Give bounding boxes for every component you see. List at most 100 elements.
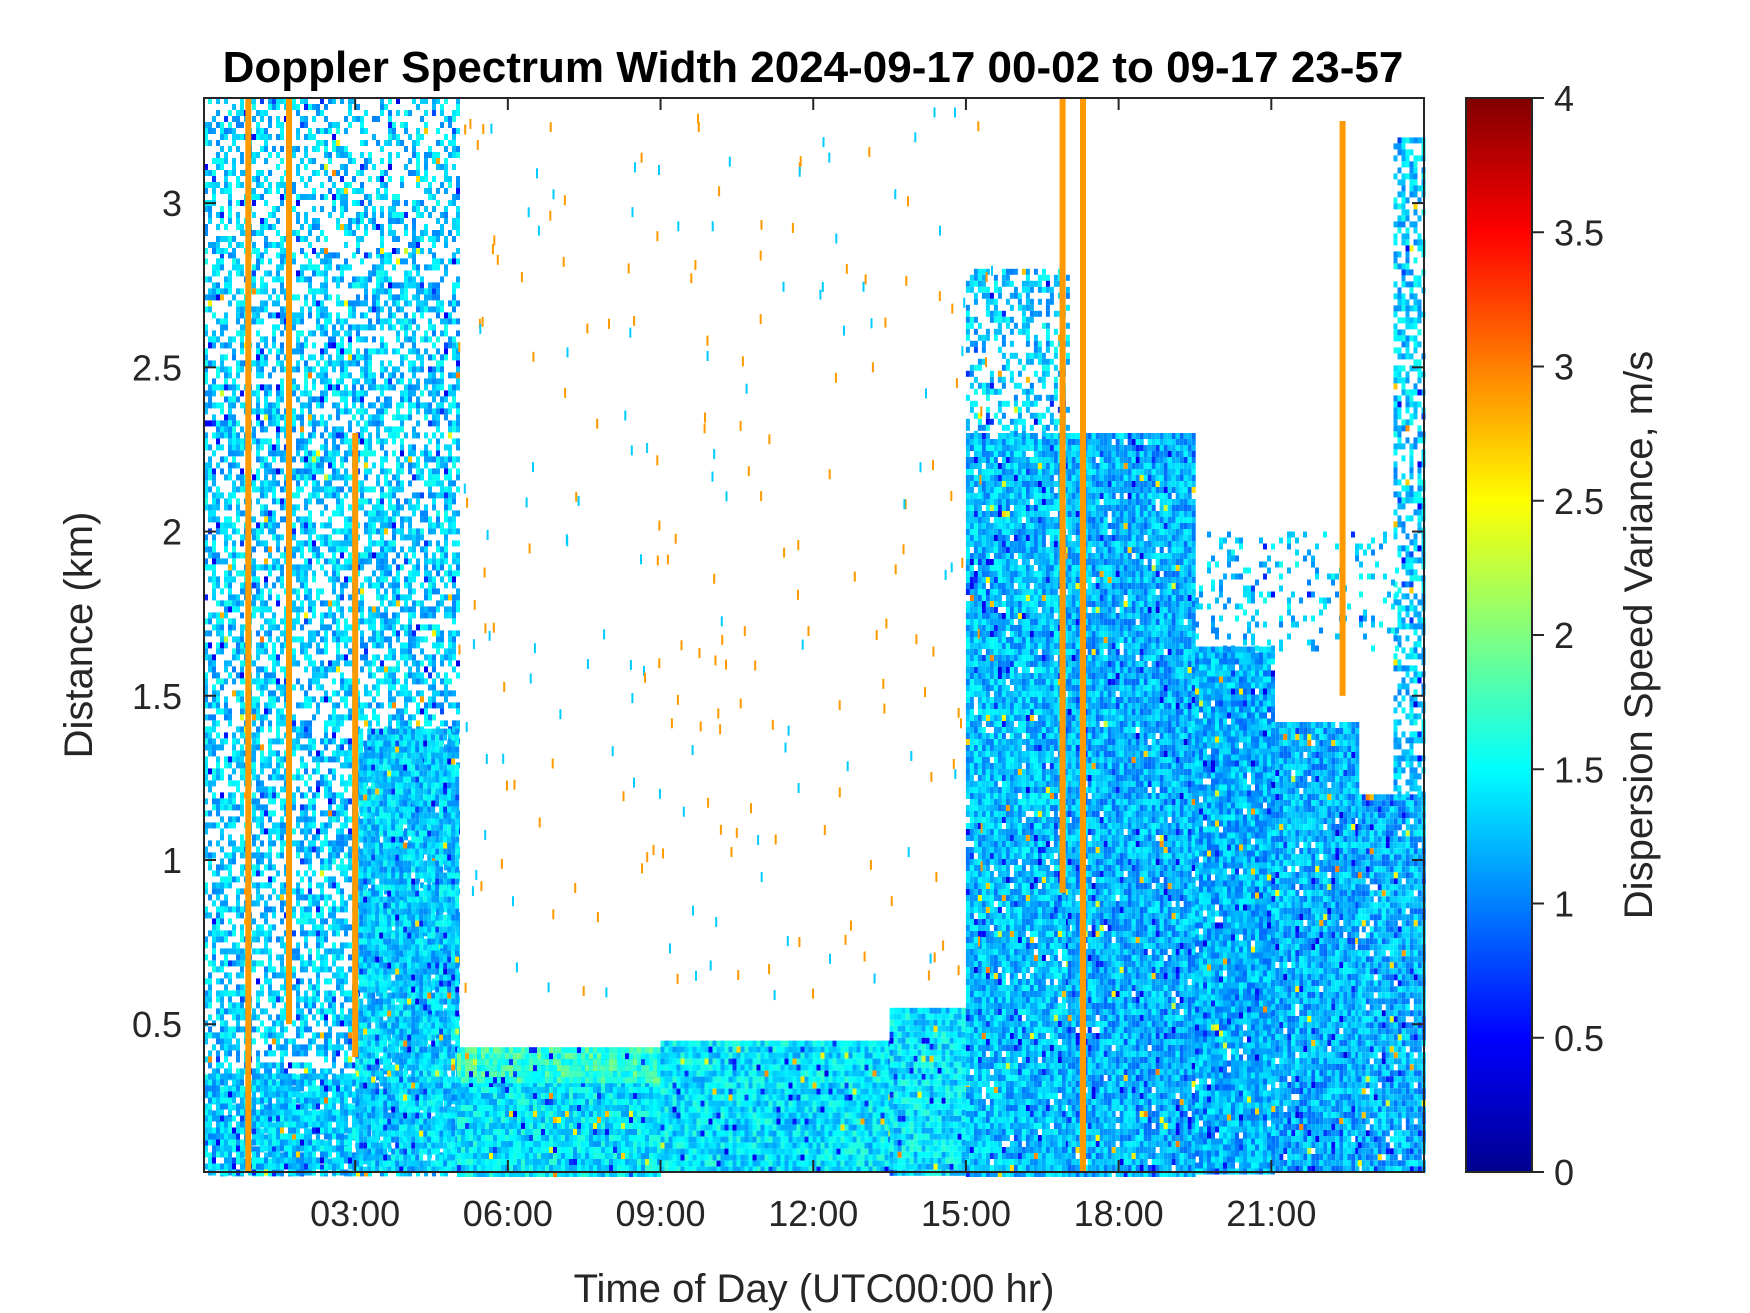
heatmap-cell [268, 672, 272, 679]
heatmap-cell [236, 270, 240, 277]
heatmap-cell [264, 642, 268, 649]
heatmap-cell [400, 426, 404, 433]
heatmap-cell [292, 414, 296, 421]
heatmap-cell [280, 966, 284, 973]
heatmap-cell [300, 270, 304, 277]
heatmap-cell [240, 426, 244, 433]
heatmap-cell [372, 522, 376, 529]
heatmap-cell [252, 762, 256, 769]
heatmap-cell [416, 708, 420, 715]
heatmap-cell [304, 834, 308, 841]
heatmap-cell [392, 300, 396, 307]
heatmap-cell [332, 840, 336, 847]
heatmap-cell [256, 900, 260, 907]
heatmap-cell [352, 360, 356, 367]
heatmap-cell [364, 390, 368, 397]
heatmap-cell [380, 306, 384, 313]
heatmap-cell [296, 564, 300, 571]
heatmap-cell [328, 378, 332, 385]
heatmap-cell [388, 600, 392, 607]
heatmap-cell [344, 810, 348, 817]
heatmap-cell [332, 570, 336, 577]
heatmap-cell [392, 450, 396, 457]
heatmap-cell [256, 1050, 260, 1057]
heatmap-cell [380, 624, 384, 631]
heatmap-cell [344, 816, 348, 823]
heatmap-cell [220, 876, 224, 883]
heatmap-cell [276, 408, 280, 415]
heatmap-cell [344, 804, 348, 811]
heatmap-cell [376, 504, 380, 511]
heatmap-cell [360, 594, 364, 601]
heatmap-cell [240, 288, 244, 295]
heatmap-cell [240, 996, 244, 1003]
heatmap-cell [232, 480, 236, 487]
heatmap-cell [364, 360, 368, 367]
heatmap-cell [276, 1080, 280, 1087]
heatmap-cell [368, 498, 372, 505]
heatmap-cell [336, 402, 340, 409]
heatmap-cell [240, 306, 244, 313]
heatmap-cell [332, 948, 336, 955]
heatmap-cell [336, 924, 340, 931]
heatmap-cell [404, 582, 408, 589]
heatmap-cell [232, 252, 236, 259]
heatmap-cell [236, 738, 240, 745]
heatmap-cell [228, 576, 232, 583]
heatmap-cell [208, 744, 212, 751]
heatmap-cell [292, 1038, 296, 1045]
heatmap-cell [228, 756, 232, 763]
heatmap-cell [208, 930, 212, 937]
heatmap-cell [372, 660, 376, 667]
heatmap-cell [232, 798, 236, 805]
heatmap-cell [264, 282, 268, 289]
heatmap-cell [404, 330, 408, 337]
heatmap-cell [212, 750, 216, 757]
heatmap-cell [260, 318, 264, 325]
heatmap-cell [320, 858, 324, 865]
heatmap-cell [208, 1032, 212, 1039]
heatmap-cell [252, 528, 256, 535]
heatmap-cell [400, 486, 404, 493]
heatmap-cell [280, 960, 284, 967]
heatmap-cell [232, 804, 236, 811]
heatmap-cell [208, 810, 212, 817]
heatmap-cell [308, 702, 312, 709]
heatmap-cell [280, 576, 284, 583]
heatmap-cell [348, 552, 352, 559]
heatmap-cell [240, 480, 244, 487]
heatmap-cell [344, 516, 348, 523]
heatmap-cell [224, 276, 228, 283]
heatmap-cell [312, 756, 316, 763]
heatmap-cell [252, 714, 256, 721]
heatmap-cell [368, 360, 372, 367]
heatmap-cell [296, 1026, 300, 1033]
heatmap-cell [412, 642, 416, 649]
heatmap-cell [432, 582, 436, 589]
heatmap-cell [232, 990, 236, 997]
heatmap-cell [272, 906, 276, 913]
heatmap-cell [212, 696, 216, 703]
heatmap-cell [312, 1098, 316, 1105]
heatmap-cell [388, 480, 392, 487]
heatmap-cell [240, 486, 244, 493]
heatmap-cell [288, 1062, 292, 1069]
heatmap-cell [240, 450, 244, 457]
heatmap-cell [336, 618, 340, 625]
heatmap-cell [296, 996, 300, 1003]
heatmap-cell [216, 762, 220, 769]
heatmap-cell [252, 264, 256, 271]
heatmap-cell [396, 1170, 400, 1177]
heatmap-cell [264, 564, 268, 571]
heatmap-cell [324, 1014, 328, 1021]
heatmap-cell [204, 702, 208, 709]
heatmap-cell [300, 846, 304, 853]
heatmap-cell [344, 690, 348, 697]
heatmap-cell [348, 780, 352, 787]
heatmap-cell [280, 414, 284, 421]
heatmap-cell [256, 642, 260, 649]
heatmap-cell [420, 1104, 424, 1111]
heatmap-cell [372, 336, 376, 343]
heatmap-cell [208, 342, 212, 349]
heatmap-cell [316, 924, 320, 931]
